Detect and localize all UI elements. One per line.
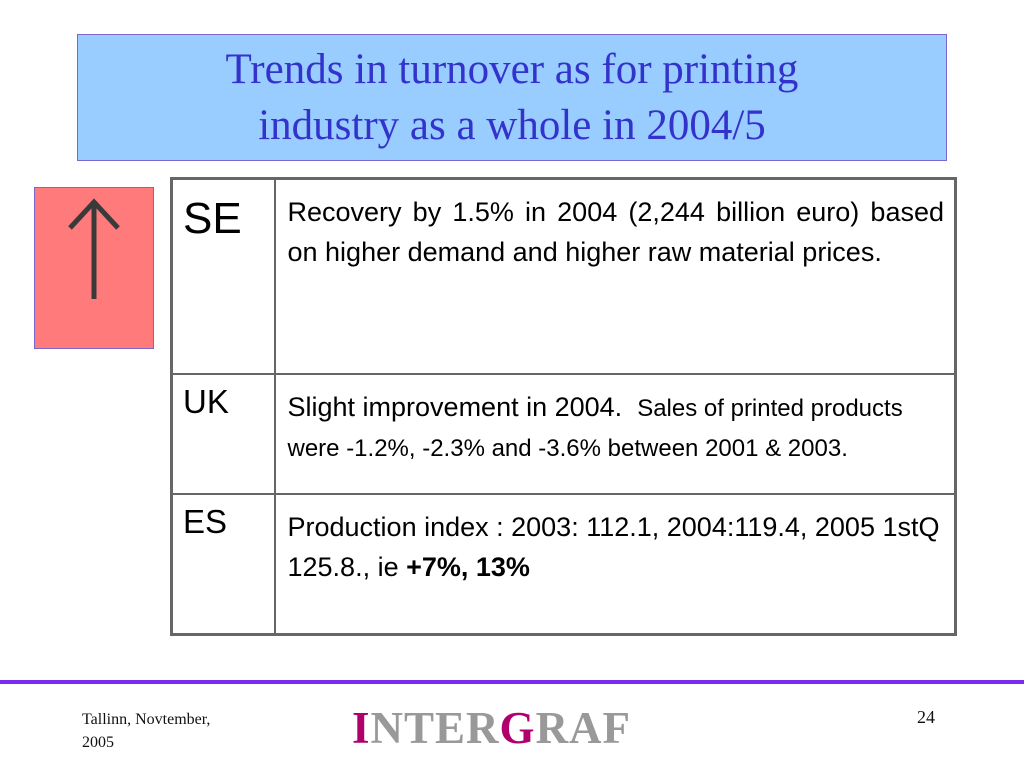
title-line-1: Trends in turnover as for printing: [225, 45, 799, 93]
logo-part-1: I: [352, 703, 371, 753]
country-code-es: ES: [170, 492, 276, 636]
country-trends-table: SE Recovery by 1.5% in 2004 (2,244 billi…: [170, 177, 957, 636]
description-se: Recovery by 1.5% in 2004 (2,244 billion …: [273, 177, 957, 375]
logo-part-3: G: [499, 703, 536, 753]
description-uk: Slight improvement in 2004. Sales of pri…: [273, 372, 957, 495]
intergraf-logo: INTERGRAF: [352, 702, 631, 754]
footer-divider: [0, 680, 1024, 684]
footer-location-line-1: Tallinn, Novtember,: [82, 711, 211, 728]
up-arrow-icon: [68, 198, 120, 299]
country-code-se: SE: [170, 177, 276, 375]
logo-part-2: NTER: [370, 703, 500, 753]
slide-title: Trends in turnover as for printing indus…: [77, 34, 947, 161]
es-main-text: Production index : 2003: 112.1, 2004:119…: [287, 511, 940, 582]
uk-detail-text: Sales of printed products were -1.2%, -2…: [287, 394, 903, 462]
footer-location-line-2: 2005: [82, 734, 114, 751]
table-row-es: ES Production index : 2003: 112.1, 2004:…: [170, 492, 957, 636]
uk-main-text: Slight improvement in 2004.: [287, 391, 623, 422]
table-row-uk: UK Slight improvement in 2004. Sales of …: [170, 372, 957, 495]
logo-part-4: RAF: [535, 703, 632, 753]
country-code-uk: UK: [170, 372, 276, 495]
trend-indicator: [34, 187, 154, 349]
page-number: 24: [917, 707, 935, 727]
description-es: Production index : 2003: 112.1, 2004:119…: [273, 492, 957, 636]
table-row-se: SE Recovery by 1.5% in 2004 (2,244 billi…: [170, 177, 957, 375]
es-bold-text: +7%, 13%: [406, 551, 530, 582]
footer-location: Tallinn, Novtember, 2005: [82, 708, 272, 754]
title-line-2: industry as a whole in 2004/5: [258, 101, 766, 149]
